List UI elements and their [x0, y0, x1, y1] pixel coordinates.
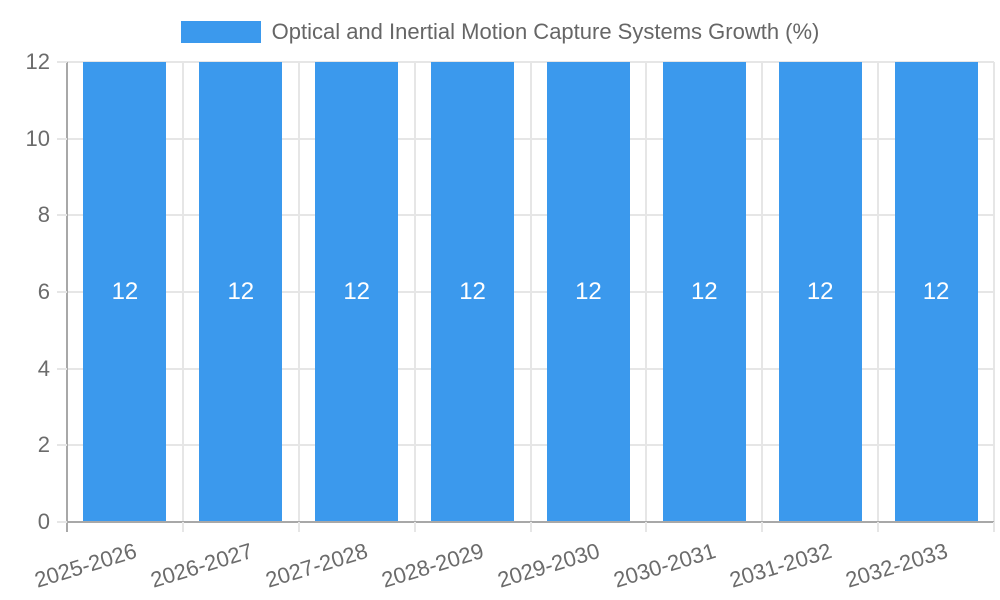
bar-value-label: 12	[459, 278, 486, 305]
v-gridline	[993, 62, 995, 522]
x-tick-label: 2026-2027	[147, 538, 256, 593]
y-tick	[57, 61, 67, 63]
y-tick-label: 6	[37, 279, 50, 304]
bar[interactable]: 12	[83, 62, 167, 522]
y-tick	[57, 521, 67, 523]
bar-value-label: 12	[227, 278, 255, 305]
bar[interactable]: 12	[546, 62, 630, 522]
y-tick-label: 2	[37, 432, 50, 458]
bar-value-label: 12	[806, 278, 834, 305]
x-tick-label: 2029-2030	[494, 538, 603, 593]
y-tick	[57, 291, 67, 293]
x-tick-label: 2031-2032	[726, 538, 835, 593]
y-axis-line	[66, 62, 68, 532]
legend-swatch	[180, 21, 261, 43]
bar[interactable]: 12	[662, 62, 746, 522]
v-gridline	[645, 62, 648, 522]
bar-value-label: 12	[575, 278, 602, 305]
bar-value-label: 12	[343, 278, 371, 305]
x-tick-label: 2027-2028	[263, 538, 371, 593]
x-tick-label: 2028-2029	[378, 538, 487, 593]
y-tick-label: 10	[25, 125, 50, 151]
bar-value-label: 12	[922, 278, 950, 305]
x-tick	[761, 522, 764, 532]
x-tick	[993, 522, 995, 532]
bar[interactable]: 12	[431, 62, 515, 522]
bar[interactable]: 12	[778, 62, 862, 522]
y-tick-label: 0	[37, 509, 50, 534]
v-gridline	[877, 62, 880, 522]
x-tick	[297, 522, 300, 532]
v-gridline	[297, 62, 300, 522]
v-gridline	[529, 62, 532, 522]
v-gridline	[413, 62, 416, 522]
x-tick	[181, 522, 184, 532]
y-tick	[57, 214, 67, 217]
bar-value-label: 12	[111, 278, 139, 305]
v-gridline	[761, 62, 764, 522]
y-tick	[57, 137, 67, 140]
bar[interactable]: 12	[894, 62, 978, 522]
bar[interactable]: 12	[315, 62, 399, 522]
chart-legend[interactable]: Optical and Inertial Motion Capture Syst…	[0, 18, 1000, 46]
x-tick	[413, 522, 416, 532]
x-tick-label: 2032-2033	[842, 538, 951, 593]
bar-value-label: 12	[690, 278, 718, 305]
x-tick-label: 2025-2026	[31, 538, 140, 593]
legend-label: Optical and Inertial Motion Capture Syst…	[271, 19, 820, 44]
y-tick-label: 8	[37, 202, 50, 228]
y-tick-label: 12	[25, 49, 50, 74]
y-tick	[57, 367, 67, 370]
x-tick	[645, 522, 648, 532]
x-tick	[877, 522, 880, 532]
plot-area: 12 12 12 12 12 12 12 12	[67, 61, 995, 522]
v-gridline	[181, 62, 184, 522]
y-tick	[57, 444, 67, 447]
bar[interactable]: 12	[199, 62, 283, 522]
x-tick	[529, 522, 532, 532]
y-tick-label: 4	[37, 355, 50, 381]
x-tick-label: 2030-2031	[610, 538, 719, 593]
